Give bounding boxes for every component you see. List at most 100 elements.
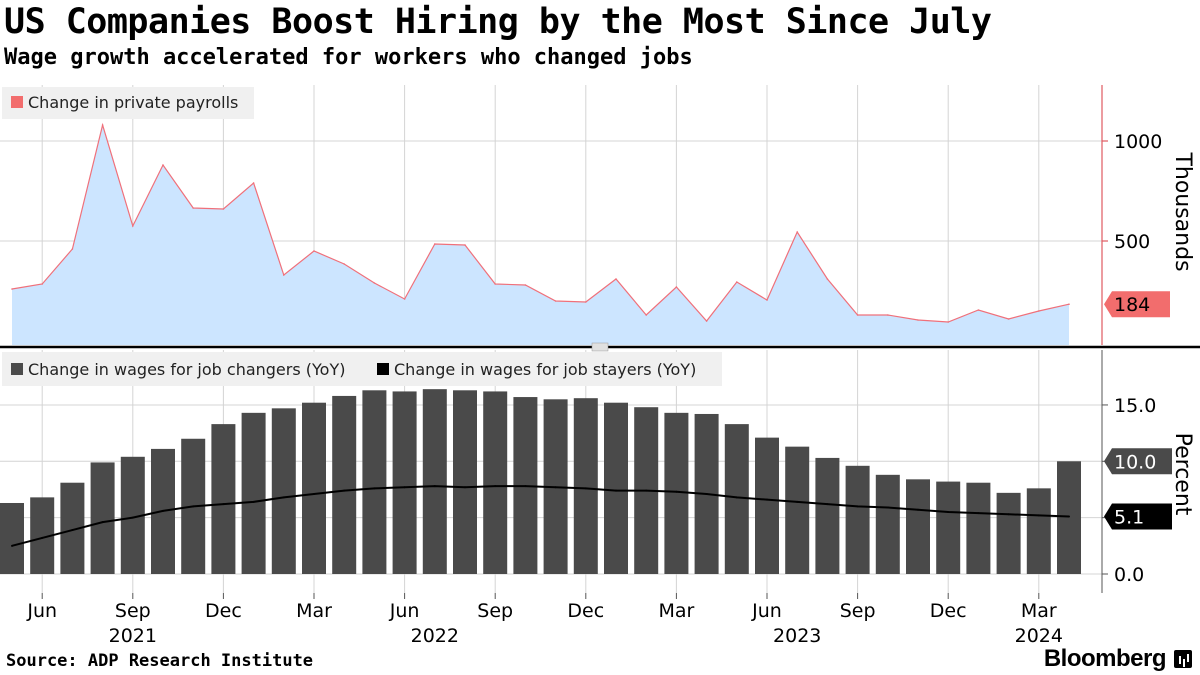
point-job-stayers: [252, 500, 255, 503]
x-tick-label: Sep: [477, 600, 513, 622]
legend-swatch-stayers: [377, 363, 389, 375]
payroll-point: [132, 225, 134, 227]
bar-job-changers: [845, 465, 870, 574]
last-value-flag-stayers: [1104, 503, 1172, 530]
bar-job-changers: [362, 390, 387, 574]
x-tick-label: Jun: [389, 600, 420, 622]
x-tick-label: Jun: [26, 600, 57, 622]
chart-title: US Companies Boost Hiring by the Most Si…: [4, 2, 992, 42]
x-tick-label: Dec: [567, 600, 604, 622]
bar-job-changers: [906, 479, 930, 574]
bar-job-changers: [483, 391, 508, 574]
last-value-label-changers: 10.0: [1114, 451, 1156, 473]
point-job-stayers: [554, 486, 557, 489]
y-tick-label-bottom: 0.0: [1114, 564, 1144, 586]
payroll-point: [162, 164, 164, 166]
payroll-point: [887, 314, 889, 316]
legend-swatch-payrolls: [11, 96, 23, 108]
legend-label-stayers: Change in wages for job stayers (YoY): [394, 360, 696, 379]
point-job-stayers: [192, 505, 195, 508]
bar-job-changers: [1026, 488, 1051, 574]
point-job-stayers: [917, 508, 919, 511]
payroll-point: [252, 182, 255, 184]
y-tick-label-top: 1000: [1114, 131, 1162, 153]
bar-job-changers: [332, 395, 357, 574]
bar-job-changers: [271, 408, 296, 574]
x-tick-label: Mar: [1021, 600, 1057, 622]
point-job-stayers: [826, 503, 829, 506]
point-job-stayers: [433, 485, 436, 488]
payroll-point: [977, 309, 980, 311]
bar-job-changers: [302, 402, 326, 574]
payroll-point: [917, 319, 919, 321]
payroll-point: [41, 283, 43, 285]
payroll-point: [313, 250, 315, 252]
bar-job-changers: [211, 424, 236, 574]
payroll-point: [343, 263, 346, 265]
point-job-stayers: [977, 512, 980, 515]
point-job-stayers: [584, 487, 587, 490]
last-value-label-payrolls: 184: [1114, 294, 1150, 316]
point-job-stayers: [1068, 515, 1070, 518]
point-job-stayers: [101, 521, 104, 524]
payroll-point: [947, 321, 949, 323]
bar-job-changers: [875, 474, 900, 574]
chart-subtitle: Wage growth accelerated for workers who …: [4, 45, 693, 70]
legend-swatch-changers: [11, 363, 23, 375]
legend-bottom-bg: [2, 352, 722, 386]
point-job-stayers: [41, 536, 44, 539]
point-job-stayers: [11, 544, 13, 547]
x-year-label: 2022: [411, 625, 459, 647]
last-value-flag-payrolls: [1104, 291, 1170, 318]
point-job-stayers: [645, 489, 648, 492]
point-job-stayers: [615, 489, 617, 492]
payroll-point: [1007, 318, 1010, 320]
payroll-point: [1038, 310, 1040, 312]
last-value-flag-changers: [1104, 448, 1172, 475]
last-value-label-stayers: 5.1: [1114, 507, 1144, 529]
payroll-area-fill: [12, 125, 1069, 345]
bar-job-changers: [241, 412, 266, 574]
payroll-point: [645, 314, 647, 316]
x-tick-label: Sep: [840, 600, 876, 622]
payroll-point: [524, 284, 527, 286]
point-job-stayers: [71, 529, 74, 532]
payroll-point: [796, 231, 798, 233]
payroll-point: [222, 208, 225, 210]
bar-job-changers: [785, 446, 810, 574]
point-job-stayers: [705, 492, 708, 495]
x-tick-label: Mar: [296, 600, 332, 622]
point-job-stayers: [675, 490, 678, 493]
point-job-stayers: [373, 487, 376, 490]
payroll-point: [494, 283, 497, 285]
x-tick-label: Dec: [205, 600, 242, 622]
payroll-point: [736, 281, 738, 283]
payroll-point: [615, 278, 617, 280]
point-job-stayers: [1007, 513, 1010, 516]
bar-job-changers: [966, 482, 991, 574]
payroll-point: [464, 244, 466, 246]
y-axis-title-top: Thousands: [1170, 151, 1195, 271]
point-job-stayers: [343, 489, 346, 492]
point-job-stayers: [403, 486, 406, 489]
bar-job-changers: [392, 391, 417, 574]
bar-job-changers: [724, 424, 749, 574]
point-job-stayers: [886, 506, 889, 509]
bar-job-changers: [604, 402, 628, 574]
bar-job-changers: [755, 437, 779, 574]
point-job-stayers: [856, 505, 859, 508]
point-job-stayers: [796, 500, 799, 503]
point-job-stayers: [282, 496, 285, 499]
payroll-point: [403, 298, 406, 300]
bar-job-changers: [90, 462, 115, 574]
bar-job-changers: [996, 492, 1021, 574]
x-tick-label: Dec: [930, 600, 967, 622]
point-job-stayers: [735, 496, 738, 499]
legend-top-bg: [2, 87, 254, 119]
x-year-label: 2023: [773, 625, 821, 647]
line-job-stayers: [11, 485, 1070, 547]
x-year-label: 2021: [109, 625, 157, 647]
point-job-stayers: [131, 516, 134, 519]
point-job-stayers: [947, 511, 950, 514]
